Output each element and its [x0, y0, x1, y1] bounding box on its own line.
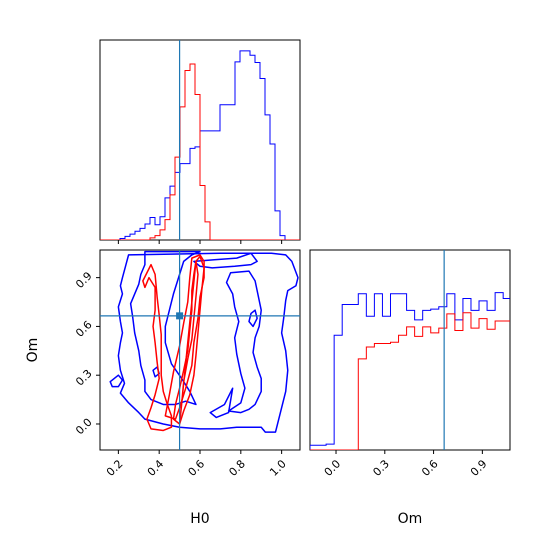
- h0-x-tick-label-1: 0.4: [145, 457, 167, 479]
- contour-blue-0: [117, 252, 299, 433]
- om-x-tick-label-2: 0.6: [419, 457, 441, 479]
- om-x-tick-label-1: 0.3: [370, 457, 392, 479]
- contour-blue-2: [109, 374, 124, 388]
- om-y-tick-label-2: 0.6: [73, 318, 95, 340]
- contour-blue-5: [209, 387, 234, 419]
- contour-frame: [99, 249, 301, 451]
- om-y-tick-label-0: 0.0: [73, 416, 95, 438]
- truth-point: [176, 312, 184, 320]
- om-histogram-frame: [309, 249, 511, 451]
- om-histogram-panel: [309, 249, 511, 451]
- om-x-tick-label-0: 0.0: [322, 457, 344, 479]
- om-y-tick-label-3: 0.9: [73, 269, 95, 291]
- contour-red-0: [142, 263, 173, 432]
- contour-blue-6: [248, 309, 258, 328]
- h0-x-tick-label-0: 0.2: [104, 457, 126, 479]
- om-y-tick-label-1: 0.3: [73, 367, 95, 389]
- contour-red-2: [178, 260, 199, 425]
- contour-blue-3: [193, 252, 258, 269]
- axis-ticks: 0.2 0.4 0.6 0.8 1.0 0.0 0.3 0.6 0.9 0.0 0.3 0.6 0.9: [73, 240, 490, 479]
- y-axis-label-om: Om: [25, 338, 41, 363]
- om-histogram-blue: [310, 292, 510, 450]
- h0-x-tick-label-2: 0.6: [186, 457, 208, 479]
- h0-x-tick-label-4: 1.0: [267, 457, 289, 479]
- chart-marks: [100, 40, 510, 450]
- h0-histogram-red: [100, 63, 300, 240]
- h0-histogram-blue: [100, 50, 300, 240]
- om-histogram-red: [310, 312, 510, 450]
- h0-om-contour-panel: [99, 249, 301, 451]
- contour-blue-4: [225, 270, 262, 414]
- x-axis-label-h0: H0: [190, 511, 209, 527]
- h0-x-tick-label-3: 0.8: [226, 457, 248, 479]
- x-axis-label-om: Om: [398, 511, 423, 527]
- om-x-tick-label-3: 0.9: [468, 457, 490, 479]
